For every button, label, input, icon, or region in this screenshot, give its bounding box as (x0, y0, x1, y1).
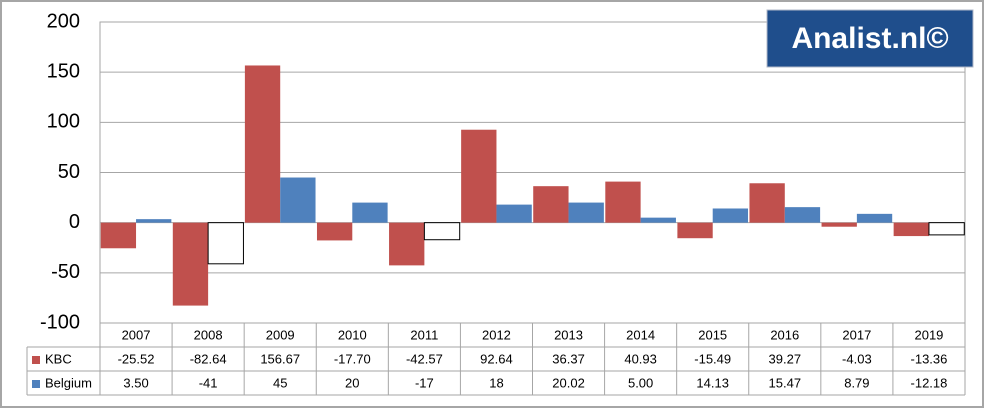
x-tick-label: 2011 (410, 327, 438, 342)
bar (461, 129, 497, 223)
data-label: -17.70 (334, 351, 371, 366)
y-tick-label: -50 (51, 261, 80, 283)
bar (640, 217, 676, 223)
x-tick-label: 2017 (842, 327, 871, 342)
y-tick-label: 0 (69, 211, 80, 233)
legend-label: KBC (45, 351, 72, 366)
bar (821, 222, 857, 227)
bar (784, 207, 821, 223)
logo-box (766, 9, 974, 68)
data-label: 14.13 (696, 375, 729, 390)
legend-swatch (32, 356, 40, 364)
bar (749, 183, 785, 223)
bar (100, 222, 137, 249)
data-label: 39.27 (769, 351, 802, 366)
x-tick-label: 2016 (770, 327, 799, 342)
data-label: 40.93 (624, 351, 657, 366)
data-label: 20 (345, 375, 359, 390)
y-tick-label: 150 (47, 60, 80, 82)
x-tick-label: 2013 (554, 327, 583, 342)
y-tick-label: 200 (47, 10, 80, 32)
data-label: -82.64 (190, 351, 227, 366)
data-label: 3.50 (123, 375, 148, 390)
bar (423, 222, 461, 241)
data-label: 92.64 (480, 351, 513, 366)
data-label: -13.36 (911, 351, 948, 366)
x-tick-label: 2015 (698, 327, 727, 342)
x-tick-label: 2010 (338, 327, 367, 342)
x-tick-label: 2009 (266, 327, 295, 342)
data-label: 20.02 (552, 375, 585, 390)
legend-swatch (32, 380, 40, 388)
watermark: Analist.nl© (791, 22, 948, 55)
data-label: 15.47 (769, 375, 802, 390)
bar (928, 222, 965, 236)
bar (712, 208, 749, 223)
data-label: -41 (199, 375, 218, 390)
data-label: 8.79 (844, 375, 869, 390)
data-label: -25.52 (118, 351, 155, 366)
data-label: -42.57 (406, 351, 443, 366)
bar (605, 181, 641, 223)
data-label: -12.18 (911, 375, 948, 390)
data-label: 45 (273, 375, 287, 390)
data-label: -17 (415, 375, 434, 390)
y-tick-label: 100 (47, 111, 80, 133)
bar (316, 222, 353, 241)
data-label: -4.03 (842, 351, 872, 366)
x-tick-label: 2014 (626, 327, 655, 342)
bar (856, 213, 893, 223)
y-tick-label: -100 (40, 311, 80, 333)
bar (496, 204, 532, 223)
x-tick-label: 2012 (482, 327, 511, 342)
data-label: -15.49 (694, 351, 731, 366)
bar (244, 65, 281, 223)
data-label: 156.67 (260, 351, 300, 366)
x-tick-label: 2019 (914, 327, 943, 342)
bar (207, 222, 244, 265)
bar (172, 222, 209, 306)
data-label: 18 (489, 375, 503, 390)
bar (280, 177, 316, 223)
bar (136, 219, 172, 223)
x-tick-label: 2008 (194, 327, 223, 342)
bar (352, 202, 388, 223)
y-tick-label: 50 (58, 161, 80, 183)
data-label: 36.37 (552, 351, 585, 366)
data-label: 5.00 (628, 375, 653, 390)
legend-label: Belgium (45, 375, 92, 390)
bar (677, 222, 713, 239)
bar (568, 202, 604, 223)
bar (533, 186, 569, 223)
bar (389, 222, 425, 266)
x-tick-label: 2007 (122, 327, 151, 342)
bar (893, 222, 929, 237)
